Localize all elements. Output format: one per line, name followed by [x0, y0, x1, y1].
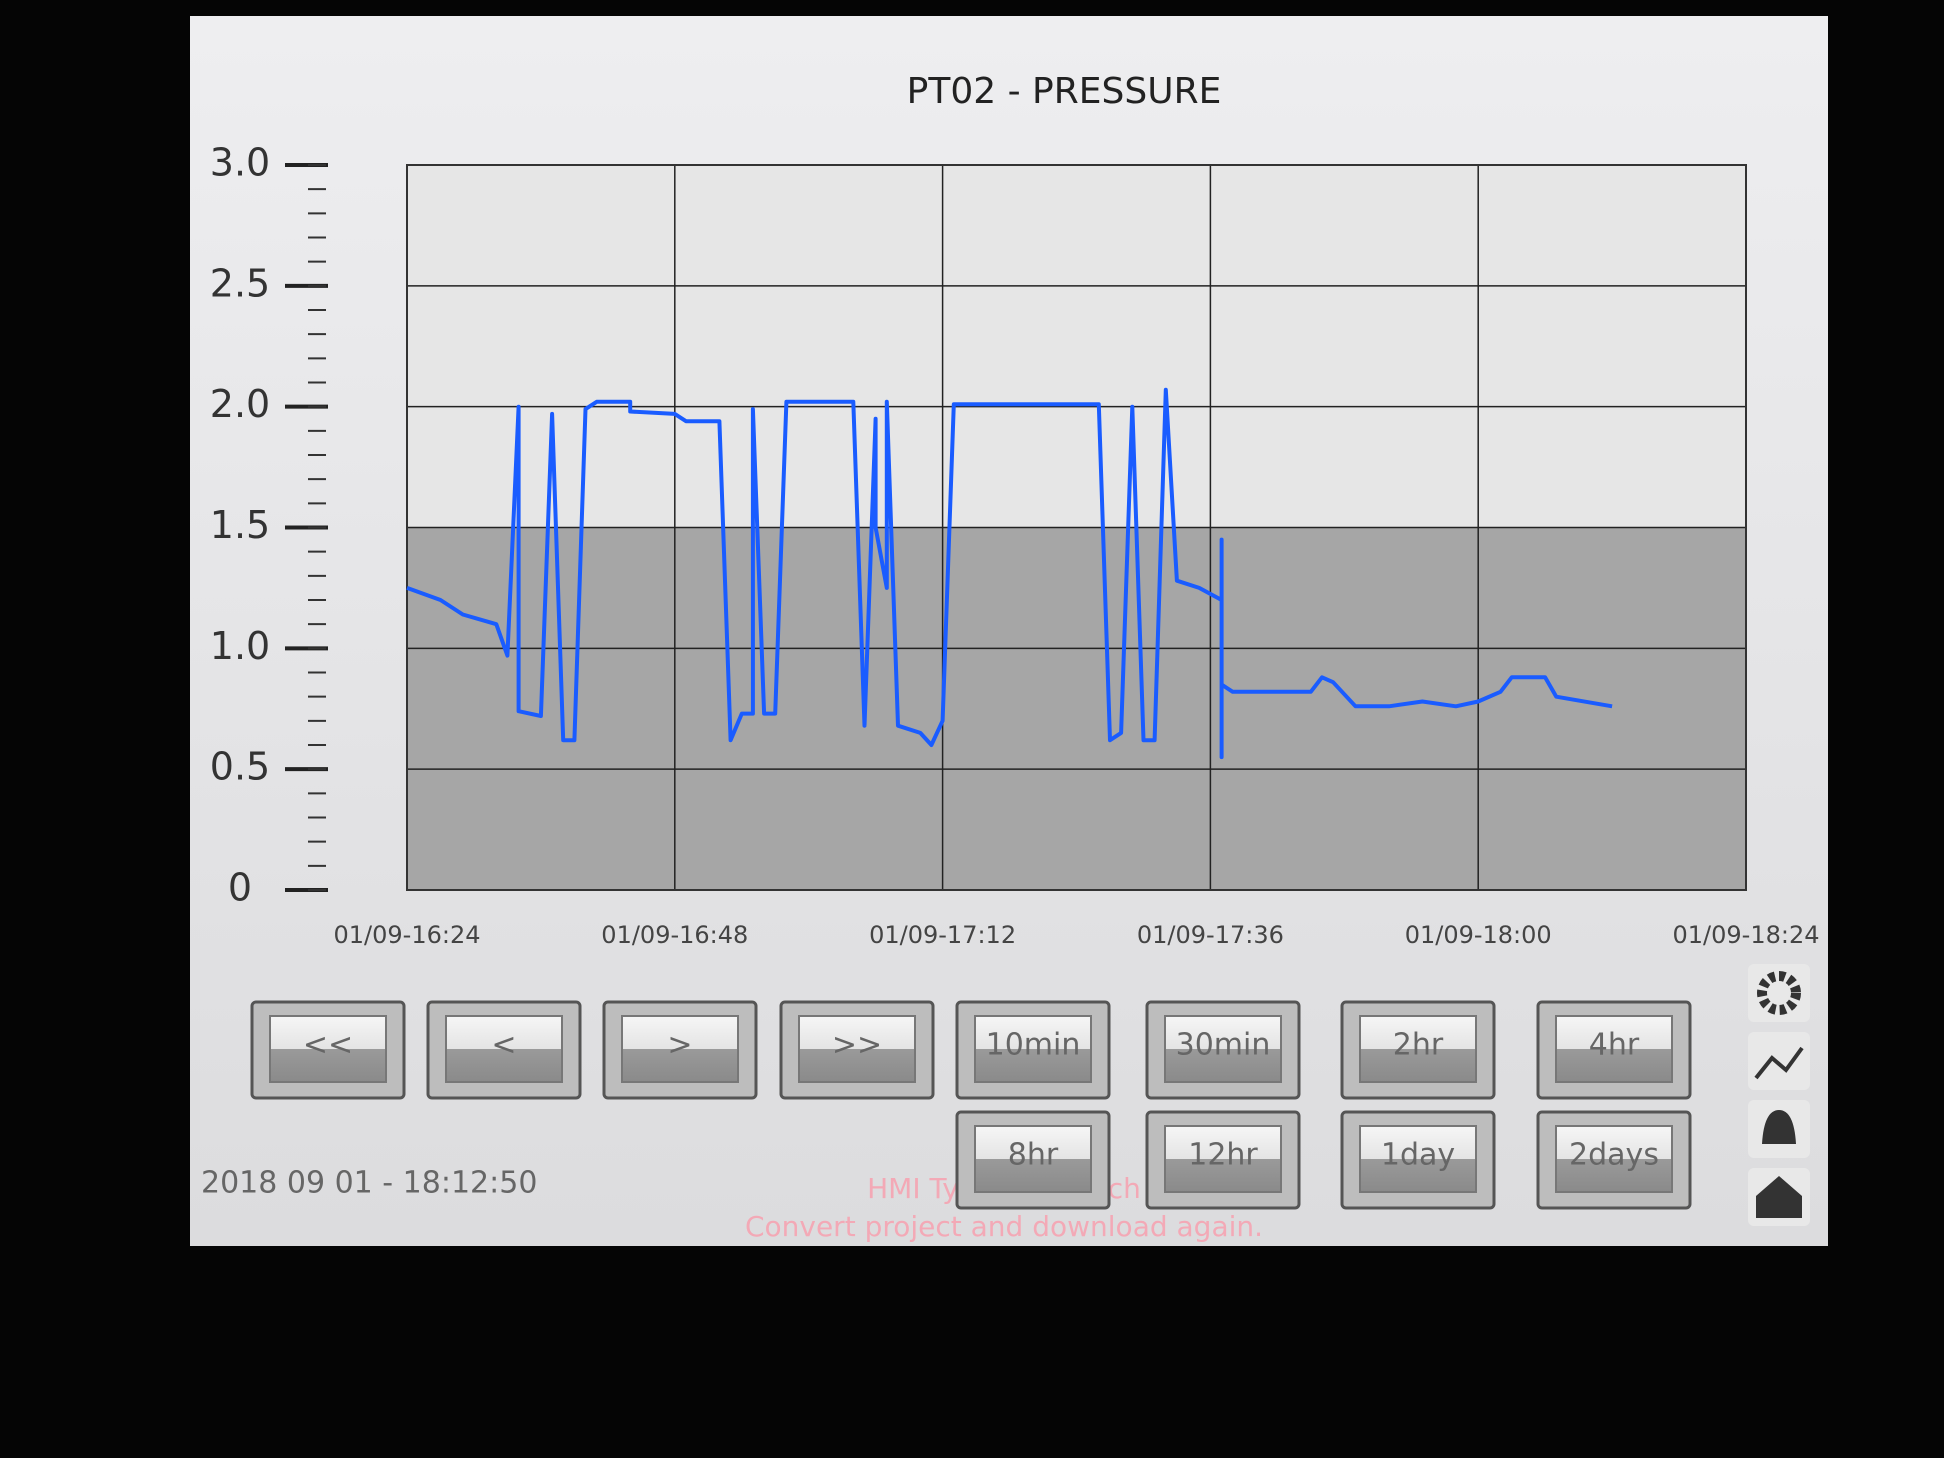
button-face — [445, 1015, 563, 1083]
nav-button[interactable]: 30min — [1145, 1000, 1301, 1100]
button-label: << — [303, 1028, 353, 1063]
button-label: 8hr — [1008, 1138, 1059, 1173]
x-tick-label: 01/09-16:48 — [601, 921, 748, 949]
button-face — [974, 1125, 1092, 1193]
side-icons — [1748, 964, 1810, 1226]
x-tick-label: 01/09-17:36 — [1137, 921, 1284, 949]
nav-button[interactable]: << — [250, 1000, 406, 1100]
error-message: Convert project and download again. — [745, 1210, 1263, 1243]
bell — [1762, 1110, 1796, 1144]
nav-button[interactable]: 2hr — [1340, 1000, 1496, 1100]
nav-button[interactable]: 8hr — [955, 1110, 1111, 1210]
trend-icon[interactable] — [1748, 1032, 1810, 1090]
button-label: 2hr — [1393, 1028, 1444, 1063]
button-label: 30min — [1176, 1028, 1271, 1063]
house — [1756, 1176, 1802, 1218]
button-label: < — [491, 1028, 516, 1063]
plot-border — [406, 164, 1747, 891]
button-face — [1359, 1125, 1477, 1193]
y-tick-label: 1.5 — [210, 503, 270, 547]
chart-title: PT02 - PRESSURE — [907, 71, 1222, 112]
nav-button[interactable]: >> — [779, 1000, 935, 1100]
button-label: 12hr — [1188, 1138, 1258, 1173]
button-label: > — [667, 1028, 692, 1063]
nav-button[interactable]: 10min — [955, 1000, 1111, 1100]
y-tick-label: 1.0 — [210, 624, 270, 668]
x-tick-label: 01/09-16:24 — [334, 921, 481, 949]
x-tick-label: 01/09-18:00 — [1405, 921, 1552, 949]
nav-button[interactable]: > — [602, 1000, 758, 1100]
data-line — [406, 387, 1613, 760]
x-tick-label: 01/09-17:12 — [869, 921, 1016, 949]
nav-button[interactable]: 12hr — [1145, 1110, 1301, 1210]
button-face — [1359, 1015, 1477, 1083]
button-face — [1555, 1015, 1673, 1083]
button-label: 10min — [986, 1028, 1081, 1063]
button-face — [1555, 1125, 1673, 1193]
nav-button[interactable]: < — [426, 1000, 582, 1100]
button-label: >> — [832, 1028, 882, 1063]
timestamp: 2018 09 01 - 18:12:50 — [201, 1166, 537, 1201]
y-tick-label: 2.0 — [210, 382, 270, 426]
nav-button[interactable]: 1day — [1340, 1110, 1496, 1210]
plot-lower-band — [407, 527, 1746, 890]
button-face — [1164, 1015, 1282, 1083]
nav-button[interactable]: 2days — [1536, 1110, 1692, 1210]
button-face — [621, 1015, 739, 1083]
x-tick-label: 01/09-18:24 — [1673, 921, 1820, 949]
y-tick-label: 3.0 — [210, 141, 270, 185]
button-face — [798, 1015, 916, 1083]
y-tick-label: 0.5 — [210, 745, 270, 789]
button-face — [269, 1015, 387, 1083]
y-tick-label: 2.5 — [210, 261, 270, 305]
button-label: 4hr — [1589, 1028, 1640, 1063]
button-face — [974, 1015, 1092, 1083]
y-tick-label: 0 — [228, 866, 252, 910]
trend-glyph — [1754, 1046, 1804, 1080]
button-label: 2days — [1569, 1138, 1659, 1173]
nav-button[interactable]: 4hr — [1536, 1000, 1692, 1100]
button-label: 1day — [1381, 1138, 1455, 1173]
gear — [1757, 971, 1801, 1015]
button-face — [1164, 1125, 1282, 1193]
